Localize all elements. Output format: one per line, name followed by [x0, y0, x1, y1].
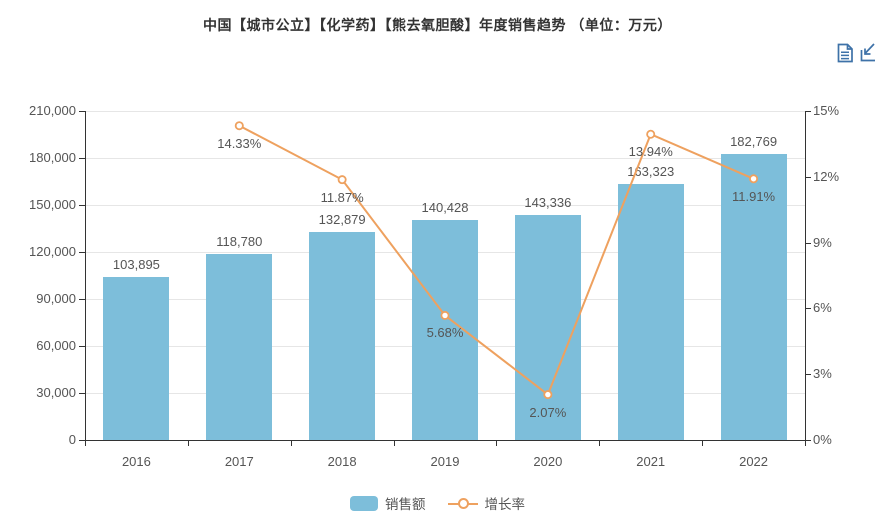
line-point-2022[interactable]: [749, 174, 759, 184]
left-axis-tick: [79, 346, 85, 347]
gridline: [85, 204, 805, 206]
save-image-icon[interactable]: [860, 43, 875, 68]
bar-value-label: 163,323: [627, 164, 675, 180]
growth-rate-label: 14.33%: [217, 135, 262, 151]
x-axis-tick: [805, 440, 806, 446]
right-axis-tick: [805, 111, 811, 112]
growth-rate-label: 13.94%: [628, 144, 673, 160]
x-axis-tick: [394, 440, 395, 446]
bar-2016[interactable]: [103, 277, 170, 440]
x-axis-category-label: 2021: [636, 454, 666, 469]
left-axis-tick-label: 30,000: [36, 385, 76, 400]
line-path: [238, 124, 754, 397]
growth-rate-line: [234, 121, 759, 400]
right-axis-tick-label: 15%: [813, 103, 840, 118]
legend-item-growth[interactable]: 增长率: [447, 493, 526, 513]
x-axis-category-label: 2016: [121, 454, 151, 469]
line-point-2018[interactable]: [337, 175, 347, 185]
data-view-icon[interactable]: [836, 43, 854, 68]
bar-value-label: 118,780: [216, 233, 263, 249]
left-axis-tick: [79, 111, 85, 112]
right-axis-tick: [805, 374, 811, 376]
left-axis-tick-label: 90,000: [36, 291, 76, 306]
gridline: [85, 157, 805, 159]
bar-2020[interactable]: [514, 215, 581, 440]
line-point-2021[interactable]: [646, 129, 656, 139]
bar-2017[interactable]: [206, 253, 273, 440]
gridline: [85, 110, 805, 112]
x-axis-category-label: 2020: [533, 454, 563, 469]
left-axis-tick-label: 210,000: [29, 103, 76, 118]
right-axis-tick: [805, 176, 811, 178]
bar-2018[interactable]: [309, 231, 376, 440]
left-axis-tick: [79, 158, 85, 159]
left-axis-tick-label: 60,000: [36, 338, 76, 353]
right-axis-tick-label: 3%: [813, 366, 832, 382]
left-axis-tick-label: 0: [68, 432, 76, 447]
chart-title: 中国【城市公立】【化学药】【熊去氧胆酸】年度销售趋势 （单位：万元）: [203, 17, 672, 33]
legend-item-sales[interactable]: 销售额: [350, 493, 426, 513]
left-axis-tick-label: 150,000: [29, 197, 76, 212]
left-axis-tick: [79, 393, 85, 394]
left-axis-tick: [79, 205, 85, 206]
bar-value-label: 140,428: [421, 199, 469, 215]
legend-label-growth: 增长率: [484, 497, 526, 512]
x-axis-tick: [496, 440, 497, 446]
right-axis-tick-label: 9%: [813, 234, 832, 250]
x-axis-tick: [188, 440, 189, 446]
x-axis-tick: [291, 440, 292, 446]
bar-value-label: 143,336: [524, 195, 572, 211]
x-axis-category-label: 2022: [739, 454, 769, 469]
x-axis-tick: [702, 440, 703, 446]
growth-rate-label: 5.68%: [426, 325, 464, 341]
line-series-swatch-icon: [447, 496, 478, 511]
left-axis-tick: [79, 440, 85, 441]
right-axis-tick-label: 6%: [813, 300, 832, 316]
x-axis-category-label: 2019: [430, 454, 460, 469]
legend: 销售额 增长率: [0, 493, 875, 513]
bar-series-swatch-icon: [350, 495, 378, 511]
line-point-2020[interactable]: [543, 390, 553, 400]
legend-label-sales: 销售额: [385, 497, 426, 512]
line-point-2019[interactable]: [440, 310, 450, 320]
line-point-2017[interactable]: [234, 121, 244, 131]
left-axis-tick: [79, 299, 85, 300]
bar-value-label: 103,895: [112, 257, 160, 273]
x-axis-line: [85, 440, 806, 441]
growth-rate-label: 2.07%: [529, 404, 567, 420]
bar-2021[interactable]: [617, 184, 684, 440]
growth-rate-label: 11.91%: [731, 188, 776, 204]
right-axis-tick-label: 0%: [813, 432, 832, 447]
left-axis-tick-label: 120,000: [29, 244, 76, 259]
bar-value-label: 182,769: [730, 133, 778, 149]
y-axis-left-line: [85, 111, 86, 440]
growth-rate-label: 11.87%: [320, 189, 364, 205]
x-axis-category-label: 2018: [327, 454, 357, 469]
plot-area: 0 30,000 60,000 90,000 120,000 150,000 180,000…: [29, 103, 839, 469]
bar-value-label: 132,879: [318, 211, 366, 227]
x-axis-tick: [85, 440, 86, 446]
bar-2019[interactable]: [412, 219, 478, 440]
y-axis-right-line: [805, 111, 806, 440]
right-axis-tick: [805, 440, 811, 441]
x-axis-tick: [599, 440, 600, 446]
x-axis-category-label: 2017: [224, 454, 254, 469]
right-axis-tick: [805, 242, 811, 244]
left-axis-tick: [79, 252, 85, 253]
bar-2022[interactable]: [720, 153, 787, 440]
right-axis-tick: [805, 308, 811, 310]
left-axis-tick-label: 180,000: [29, 150, 76, 165]
right-axis-tick-label: 12%: [813, 168, 840, 184]
